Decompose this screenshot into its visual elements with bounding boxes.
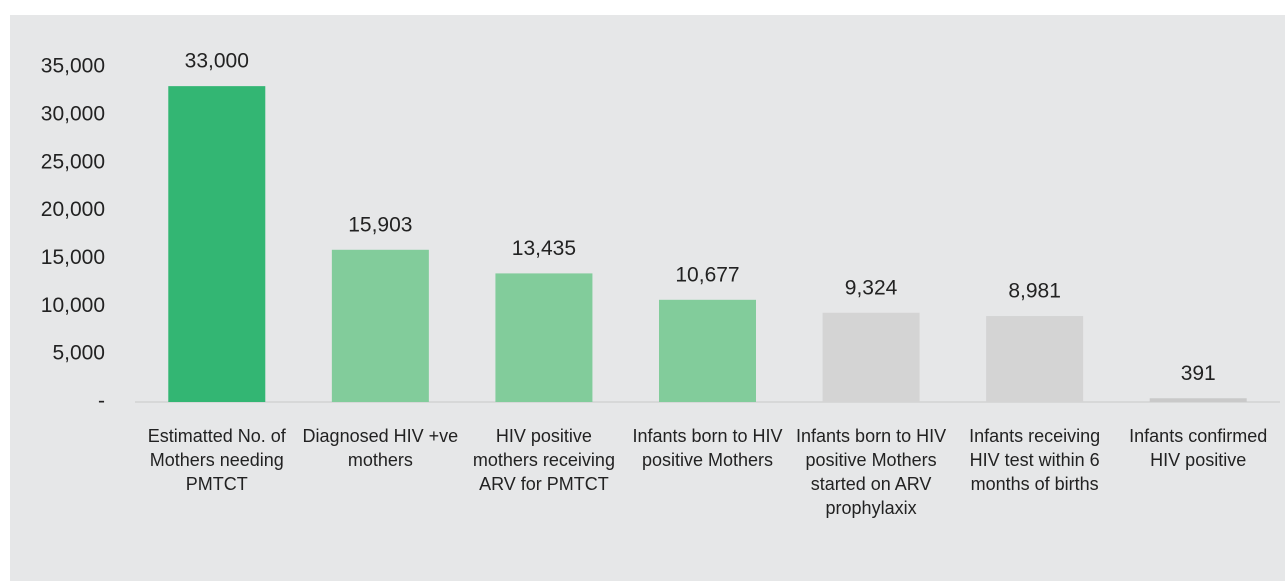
value-label: 13,435: [512, 237, 576, 260]
y-tick-label: 30,000: [41, 102, 105, 125]
bar: [986, 316, 1084, 402]
value-label: 9,324: [845, 276, 898, 299]
y-tick-label: 35,000: [41, 55, 105, 78]
y-tick-label: 20,000: [41, 198, 105, 221]
value-label: 15,903: [348, 213, 412, 236]
value-label: 10,677: [675, 263, 739, 286]
bar: [822, 312, 920, 402]
x-tick-label: Infants born to HIV positive Mothers sta…: [796, 426, 947, 518]
x-tick-label: Infants confirmed HIV positive: [1129, 426, 1268, 470]
x-tick-label: Infants receiving HIV test within 6 mont…: [969, 426, 1101, 494]
bar: [659, 299, 756, 402]
y-tick-label: -: [98, 390, 105, 413]
y-tick-label: 10,000: [41, 294, 105, 317]
bar: [1149, 398, 1247, 402]
bar: [495, 273, 593, 402]
value-label: 391: [1181, 362, 1216, 385]
bar: [331, 249, 429, 402]
y-tick-label: 5,000: [52, 342, 105, 365]
value-label: 33,000: [185, 50, 249, 73]
x-tick-label: Infants born to HIV positive Mothers: [632, 426, 783, 470]
x-tick-label: Diagnosed HIV +ve mothers: [302, 426, 459, 470]
y-tick-label: 15,000: [41, 246, 105, 269]
value-label: 8,981: [1008, 280, 1061, 303]
x-tick-label: HIV positive mothers receiving ARV for P…: [472, 426, 615, 494]
bar: [168, 86, 266, 403]
y-tick-label: 25,000: [41, 150, 105, 173]
x-tick-label: Estimatted No. of Mothers needing PMTCT: [147, 426, 286, 494]
